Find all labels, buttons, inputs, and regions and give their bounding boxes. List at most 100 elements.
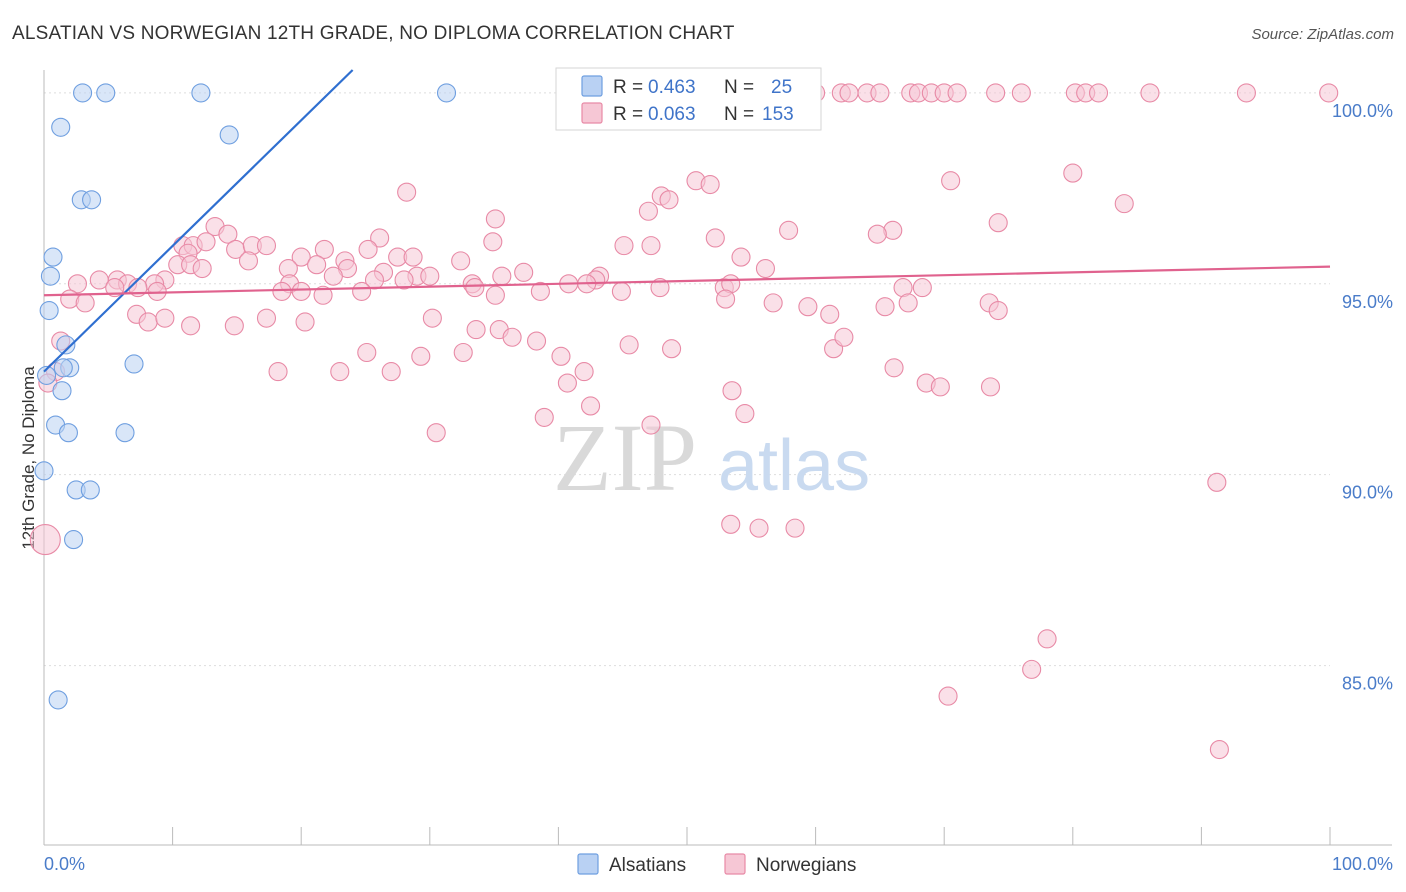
norwegian-point-113 <box>256 308 277 328</box>
alsatian-point-18 <box>34 461 54 481</box>
norwegian-point-33 <box>705 228 725 248</box>
norwegian-point-120 <box>551 346 571 366</box>
norwegian-point-18 <box>1063 163 1083 183</box>
norwegian-point-143 <box>722 381 742 401</box>
y-tick-label-0: 100.0% <box>1332 101 1393 121</box>
norwegian-point-129 <box>980 377 1001 397</box>
norwegian-point-26 <box>638 201 658 221</box>
alsatian-point-24 <box>37 365 57 385</box>
legend-n-value-2: 153 <box>762 104 794 125</box>
norwegian-point-4 <box>870 83 890 103</box>
legend-n-label-2: N = <box>724 104 754 125</box>
norwegian-point-121 <box>574 362 594 382</box>
y-axis-label: 12th Grade, No Diploma <box>19 366 38 550</box>
trend-lines <box>43 69 1331 373</box>
norwegian-point-54 <box>755 258 775 279</box>
norwegian-point-98 <box>716 289 736 309</box>
x-tick-labels: 0.0% 100.0% <box>44 854 1393 874</box>
alsatian-point-3 <box>436 83 457 103</box>
norwegian-point-16 <box>1236 83 1256 103</box>
norwegian-point-57 <box>192 258 212 279</box>
chart-title: ALSATIAN VS NORWEGIAN 12TH GRADE, NO DIP… <box>12 23 735 44</box>
norwegian-point-99 <box>763 293 783 313</box>
norwegian-point-28 <box>988 213 1008 233</box>
norwegian-point-10 <box>986 83 1006 103</box>
alsatian-point-16 <box>58 423 78 443</box>
alsatian-point-23 <box>53 358 73 378</box>
norwegian-point-148 <box>749 518 769 538</box>
alsatian-point-2 <box>191 83 211 103</box>
norwegian-point-25 <box>1114 194 1134 214</box>
watermark-zip-text: ZIP <box>553 404 697 511</box>
legend-swatch-alsatians <box>581 75 603 97</box>
norwegian-point-123 <box>662 339 682 359</box>
norwegian-point-38 <box>641 236 661 256</box>
norwegian-point-89 <box>147 281 167 301</box>
norwegian-point-150 <box>1037 629 1057 649</box>
legend-swatch-norwegians <box>581 102 603 124</box>
watermark-atlas-text: atlas <box>718 426 870 506</box>
norwegian-point-86 <box>912 278 932 298</box>
norwegian-point-11 <box>1011 83 1031 103</box>
norwegian-point-21 <box>700 174 720 195</box>
bottom-legend-norwegians: Norwegians <box>756 855 856 876</box>
norwegian-point-36 <box>483 232 503 252</box>
x-tick-label-0: 0.0% <box>44 854 85 874</box>
norwegian-point-14 <box>1088 83 1109 103</box>
norwegian-point-151 <box>1022 659 1042 679</box>
legend-r-label-1: R = <box>613 77 643 98</box>
alsatian-point-17 <box>115 423 135 443</box>
norwegian-point-96 <box>530 281 550 301</box>
y-tick-label-3: 85.0% <box>1342 674 1393 694</box>
alsatian-point-22 <box>48 690 68 710</box>
norwegian-point-65 <box>420 266 440 286</box>
x-tick-label-1: 100.0% <box>1332 854 1393 874</box>
alsatian-point-14 <box>52 381 72 401</box>
norwegian-point-95 <box>465 278 485 298</box>
alsatian-point-0 <box>73 83 93 103</box>
norwegian-point-90 <box>272 281 292 301</box>
norwegian-point-136 <box>411 346 431 366</box>
alsatian-point-8 <box>43 247 63 267</box>
norwegian-point-112 <box>224 316 244 336</box>
norwegian-point-116 <box>466 320 486 340</box>
bottom-legend-swatch-norwegians <box>724 853 746 875</box>
norwegian-point-31 <box>867 224 887 244</box>
norwegian-point-67 <box>514 262 534 282</box>
legend-n-label-1: N = <box>724 77 754 98</box>
norwegian-point-82 <box>650 278 670 298</box>
norwegian-point-92 <box>313 285 333 305</box>
norwegian-point-2 <box>839 83 859 103</box>
norwegian-point-109 <box>138 312 158 332</box>
norwegian-point-43 <box>256 236 277 256</box>
y-tick-label-1: 95.0% <box>1342 292 1393 312</box>
y-tick-label-2: 90.0% <box>1342 483 1393 503</box>
alsatian-point-5 <box>219 125 239 145</box>
norwegian-point-34 <box>218 224 238 244</box>
norwegian-point-154 <box>29 524 61 556</box>
norwegian-point-53 <box>731 247 751 267</box>
norwegian-point-147 <box>721 514 741 534</box>
norwegian-point-152 <box>938 686 958 706</box>
stats-legend: R = 0.463 N = 25 R = 0.063 N = 153 <box>555 67 822 131</box>
norwegian-point-115 <box>422 308 442 328</box>
norwegian-point-44 <box>196 232 216 252</box>
norwegian-point-118 <box>502 327 522 347</box>
norwegian-point-94 <box>485 285 505 305</box>
norwegian-point-75 <box>67 274 87 294</box>
norwegian-point-45 <box>314 239 334 259</box>
chart-source: Source: ZipAtlas.com <box>1251 26 1394 43</box>
norwegian-point-22 <box>397 182 417 202</box>
y-tick-labels: 100.0% 95.0% 90.0% 85.0% <box>1332 101 1393 694</box>
legend-r-label-2: R = <box>613 104 643 125</box>
norwegian-point-62 <box>323 266 343 286</box>
norwegian-point-146 <box>1207 472 1227 492</box>
norwegian-point-153 <box>1209 740 1229 760</box>
norwegian-point-19 <box>941 171 961 191</box>
alsatian-point-11 <box>56 335 76 355</box>
norwegian-point-119 <box>526 331 547 351</box>
norwegian-point-139 <box>534 407 554 427</box>
norwegian-point-135 <box>381 362 401 382</box>
norwegian-point-27 <box>485 209 505 229</box>
